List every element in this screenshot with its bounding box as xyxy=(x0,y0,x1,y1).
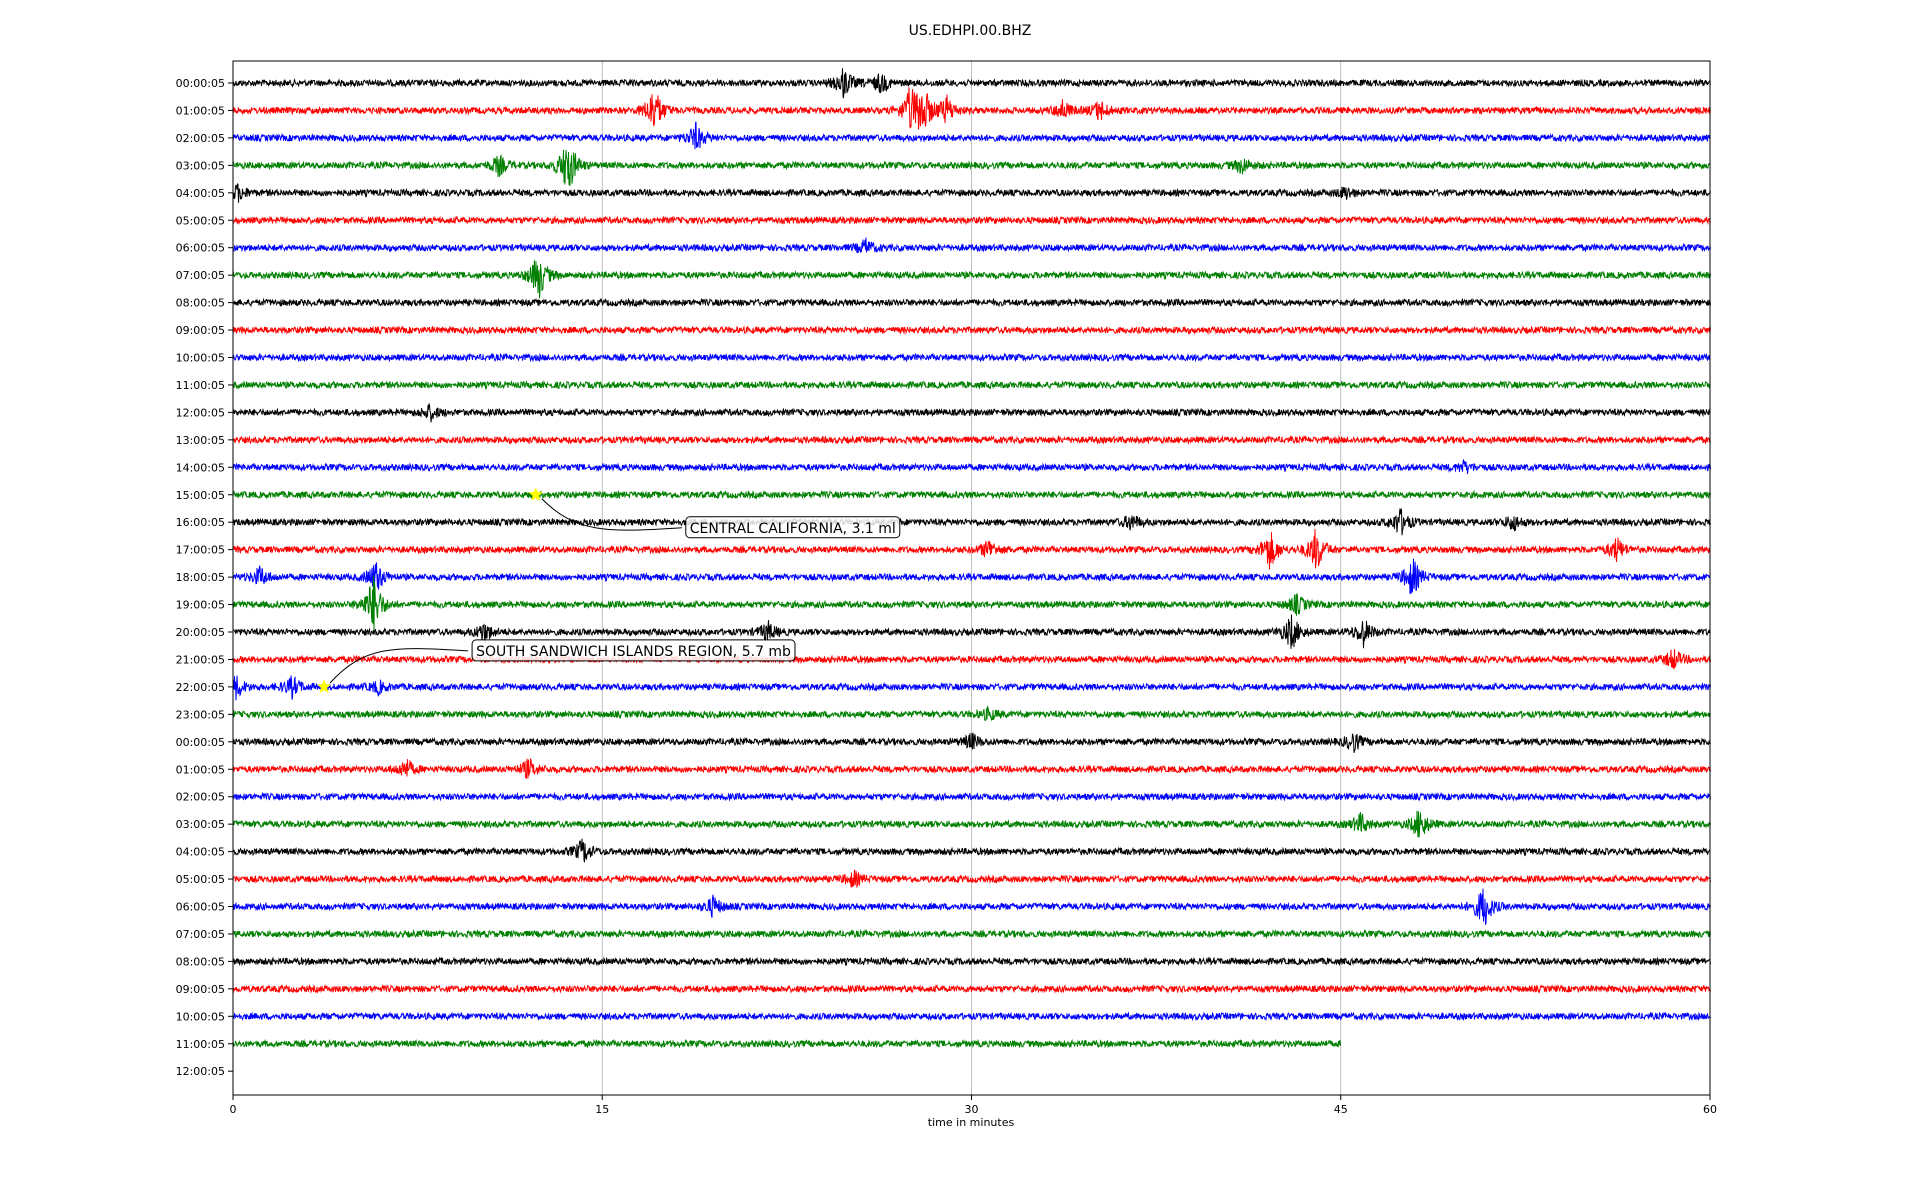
y-tick-label: 19:00:05 xyxy=(176,599,225,612)
seismic-trace xyxy=(232,352,1711,363)
seismic-trace xyxy=(232,758,1711,780)
seismic-trace xyxy=(232,675,1711,701)
seismic-trace xyxy=(232,260,1711,299)
seismic-trace xyxy=(232,869,1711,889)
y-tick-label: 12:00:05 xyxy=(176,406,225,419)
y-tick-label: 05:00:05 xyxy=(176,873,225,886)
y-tick-label: 12:00:05 xyxy=(176,1065,225,1078)
y-tick-label: 07:00:05 xyxy=(176,928,225,941)
seismic-trace xyxy=(232,888,1711,925)
seismic-trace xyxy=(232,705,1711,722)
y-tick-label: 01:00:05 xyxy=(176,763,225,776)
y-tick-label: 03:00:05 xyxy=(176,159,225,172)
y-tick-label: 08:00:05 xyxy=(176,297,225,310)
annotation-box xyxy=(685,516,901,539)
seismic-trace xyxy=(232,459,1711,475)
y-tick-label: 07:00:05 xyxy=(176,269,225,282)
seismic-trace xyxy=(232,791,1711,802)
seismic-trace xyxy=(232,68,1711,99)
y-tick-label: 18:00:05 xyxy=(176,571,225,584)
seismic-trace xyxy=(232,149,1711,187)
seismic-trace xyxy=(232,183,1711,203)
x-tick-label: 60 xyxy=(1703,1103,1717,1116)
event-star-marker xyxy=(528,487,544,501)
y-tick-label: 04:00:05 xyxy=(176,846,225,859)
seismic-trace xyxy=(232,983,1711,994)
seismic-trace xyxy=(232,434,1711,445)
annotation-box xyxy=(471,639,796,662)
y-tick-label: 04:00:05 xyxy=(176,187,225,200)
annotation-label: CENTRAL CALIFORNIA, 3.1 ml xyxy=(690,521,896,537)
y-tick-label: 11:00:05 xyxy=(176,379,225,392)
y-tick-label: 06:00:05 xyxy=(176,901,225,914)
y-tick-label: 23:00:05 xyxy=(176,708,225,721)
seismic-trace xyxy=(232,325,1711,336)
y-tick-label: 16:00:05 xyxy=(176,516,225,529)
chart-title: US.EDHPI.00.BHZ xyxy=(909,23,1032,39)
annotation-group: CENTRAL CALIFORNIA, 3.1 ml SOUTH SANDWICH… xyxy=(316,487,901,694)
seismic-trace xyxy=(232,732,1711,754)
y-tick-label: 22:00:05 xyxy=(176,681,225,694)
event-annotation: SOUTH SANDWICH ISLANDS REGION, 5.7 mb xyxy=(316,639,796,694)
y-tick-label: 00:00:05 xyxy=(176,736,225,749)
y-tick-label: 02:00:05 xyxy=(176,791,225,804)
trace-group xyxy=(232,68,1711,1049)
seismic-trace xyxy=(232,810,1711,838)
seismic-trace xyxy=(232,215,1711,226)
seismic-trace xyxy=(232,508,1711,536)
y-tick-label: 11:00:05 xyxy=(176,1038,225,1051)
y-tick-label: 08:00:05 xyxy=(176,955,225,968)
x-axis-label: time in minutes xyxy=(928,1116,1015,1129)
x-axis: 0 15 30 45 60 xyxy=(230,1095,1717,1116)
y-tick-label: 17:00:05 xyxy=(176,544,225,557)
y-tick-label: 02:00:05 xyxy=(176,132,225,145)
y-tick-label: 01:00:05 xyxy=(176,104,225,117)
y-axis: 00:00:05 01:00:05 02:00:05 03:00:05 04:00:05… xyxy=(176,77,233,1078)
y-tick-label: 09:00:05 xyxy=(176,324,225,337)
x-tick-label: 45 xyxy=(1334,1103,1348,1116)
y-tick-label: 05:00:05 xyxy=(176,214,225,227)
annotation-label: SOUTH SANDWICH ISLANDS REGION, 5.7 mb xyxy=(476,644,791,660)
seismic-trace xyxy=(232,1038,1341,1049)
seismic-trace xyxy=(232,297,1711,308)
seismic-trace xyxy=(232,838,1711,863)
event-annotation: CENTRAL CALIFORNIA, 3.1 ml xyxy=(528,487,901,539)
seismic-trace xyxy=(232,528,1711,570)
seismic-trace xyxy=(232,87,1711,130)
annotation-connector xyxy=(541,498,682,531)
seismic-trace xyxy=(232,489,1711,500)
y-tick-label: 21:00:05 xyxy=(176,653,225,666)
annotation-connector xyxy=(329,648,469,684)
seismic-trace xyxy=(232,1011,1711,1022)
y-tick-label: 03:00:05 xyxy=(176,818,225,831)
seismic-trace xyxy=(232,558,1711,594)
seismic-trace xyxy=(232,121,1711,150)
y-tick-label: 10:00:05 xyxy=(176,352,225,365)
seismic-trace xyxy=(232,928,1711,939)
y-tick-label: 15:00:05 xyxy=(176,489,225,502)
seismic-trace xyxy=(232,956,1711,967)
y-tick-label: 06:00:05 xyxy=(176,242,225,255)
seismic-trace xyxy=(232,379,1711,391)
y-tick-label: 20:00:05 xyxy=(176,626,225,639)
event-star-marker xyxy=(316,679,332,694)
y-tick-label: 13:00:05 xyxy=(176,434,225,447)
y-tick-label: 00:00:05 xyxy=(176,77,225,90)
x-tick-label: 0 xyxy=(230,1103,237,1116)
y-tick-label: 14:00:05 xyxy=(176,461,225,474)
seismic-trace xyxy=(232,403,1711,423)
seismic-trace xyxy=(232,575,1711,633)
y-tick-label: 10:00:05 xyxy=(176,1010,225,1023)
x-tick-label: 30 xyxy=(965,1103,979,1116)
seismic-trace xyxy=(232,237,1711,254)
x-tick-label: 15 xyxy=(595,1103,609,1116)
seismic-trace xyxy=(232,614,1711,649)
y-tick-label: 09:00:05 xyxy=(176,983,225,996)
